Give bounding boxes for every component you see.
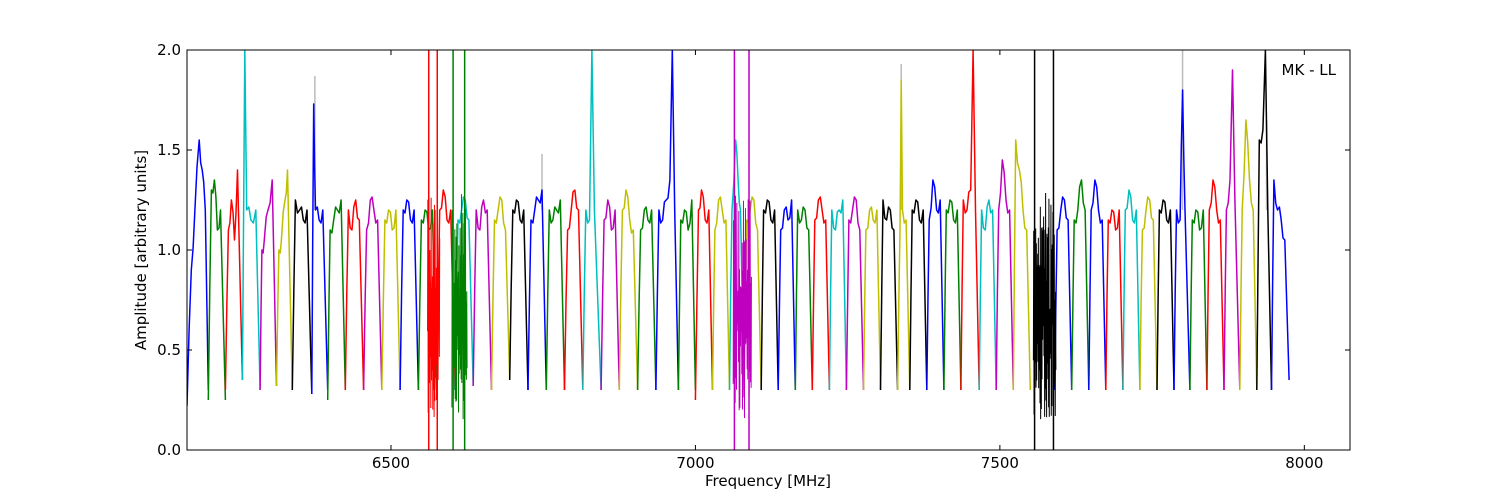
- series-line-46: [995, 159, 1015, 391]
- series-line-27: [677, 199, 697, 391]
- x-tick-label: 8000: [1285, 454, 1323, 472]
- x-tick-label: 7000: [676, 454, 714, 472]
- series-line-0: [187, 139, 210, 407]
- x-tick-label: 6500: [372, 454, 410, 472]
- series-layer: [187, 50, 1290, 407]
- series-line-44: [960, 50, 980, 391]
- series-line-53: [1139, 196, 1158, 391]
- y-tick-label: 0.0: [157, 441, 181, 459]
- series-line-22: [582, 50, 602, 391]
- series-line-1: [207, 179, 227, 401]
- series-line-61: [1270, 179, 1290, 391]
- series-line-52: [1122, 189, 1141, 391]
- y-tick-label: 1.5: [157, 141, 181, 159]
- series-line-25: [636, 206, 657, 391]
- series-line-26: [655, 50, 680, 391]
- series-line-38: [862, 206, 882, 391]
- noise-layer: [427, 50, 1057, 450]
- y-tick-label: 0.5: [157, 341, 181, 359]
- series-line-37: [845, 196, 865, 391]
- series-line-24: [618, 189, 639, 391]
- series-line-21: [563, 189, 584, 391]
- series-line-20: [545, 199, 566, 391]
- series-line-50: [1088, 179, 1107, 391]
- series-line-41: [909, 199, 928, 391]
- series-line-4: [259, 179, 278, 391]
- series-line-51: [1105, 209, 1124, 391]
- series-line-2: [224, 169, 244, 391]
- series-line-42: [926, 179, 945, 391]
- series-line-14: [435, 189, 456, 401]
- series-line-11: [381, 209, 401, 391]
- series-line-47: [1012, 139, 1032, 391]
- series-line-6: [291, 199, 313, 395]
- series-line-35: [811, 196, 831, 391]
- chart-annotation: MK - LL: [1282, 61, 1337, 79]
- series-line-10: [362, 196, 383, 391]
- series-line-36: [828, 199, 848, 391]
- series-line-39: [879, 199, 899, 391]
- y-tick-label: 1.0: [157, 241, 181, 259]
- noise-region-3: [1032, 192, 1057, 420]
- x-axis-label: Frequency [MHz]: [705, 472, 831, 490]
- series-line-28: [694, 189, 714, 401]
- x-tick-label: 7500: [981, 454, 1019, 472]
- series-line-58: [1223, 69, 1241, 391]
- series-line-17: [490, 196, 511, 391]
- series-line-3: [241, 50, 261, 391]
- series-line-5: [275, 169, 294, 391]
- series-line-16: [472, 199, 493, 391]
- series-line-59: [1239, 119, 1258, 391]
- series-line-55: [1173, 89, 1191, 391]
- series-line-34: [794, 206, 814, 391]
- series-line-60: [1256, 50, 1273, 391]
- series-line-18: [508, 199, 529, 391]
- series-line-32: [760, 199, 779, 391]
- series-line-12: [399, 199, 420, 391]
- series-line-49: [1070, 179, 1090, 391]
- series-line-33: [777, 199, 797, 391]
- series-line-30: [728, 139, 745, 391]
- series-line-23: [600, 199, 621, 391]
- y-tick-label: 2.0: [157, 41, 181, 59]
- series-line-57: [1206, 179, 1225, 391]
- series-line-56: [1189, 209, 1208, 391]
- axis-ticks: 6500 7000 7500 8000 0.0 0.5 1.0 1.5 2.0: [157, 41, 1350, 472]
- series-line-40: [896, 79, 911, 391]
- series-line-7: [311, 103, 329, 395]
- series-line-54: [1156, 199, 1175, 391]
- series-line-8: [326, 199, 347, 401]
- series-line-19: [527, 189, 548, 391]
- series-line-48: [1053, 196, 1073, 391]
- series-line-45: [978, 199, 997, 391]
- series-line-43: [943, 199, 962, 391]
- series-line-29: [711, 196, 731, 391]
- series-line-9: [344, 199, 365, 391]
- y-axis-label: Amplitude [arbitrary units]: [132, 150, 150, 350]
